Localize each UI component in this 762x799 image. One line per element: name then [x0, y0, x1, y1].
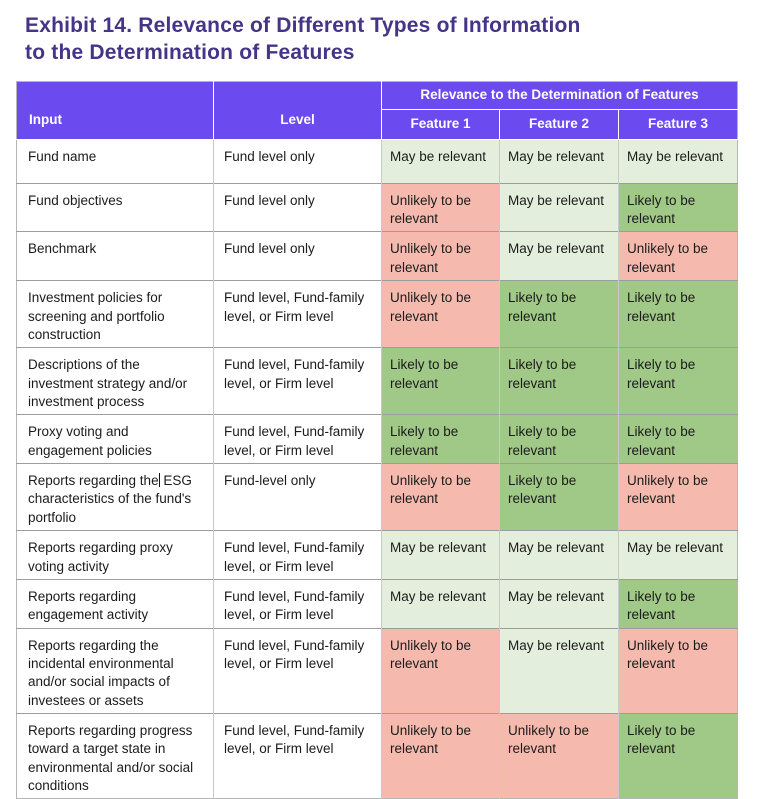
feature-2-relevance-cell: May be relevant — [499, 530, 619, 580]
feature-2-relevance-cell: Likely to be relevant — [499, 414, 619, 464]
feature-2-relevance-cell: May be relevant — [499, 182, 619, 232]
input-cell: Investment policies for screening and po… — [16, 280, 214, 348]
text-cursor — [158, 473, 160, 488]
level-cell: Fund level, Fund-family level, or Firm l… — [213, 713, 382, 799]
table-body: Fund name Fund level only May be relevant M… — [16, 138, 738, 799]
table-header: Input Level Relevance to the Determinati… — [16, 81, 738, 140]
exhibit-title-line-1: Exhibit 14. Relevance of Different Types… — [25, 14, 581, 37]
feature-3-relevance-cell: Likely to be relevant — [617, 713, 738, 799]
table-row: Reports regarding progress toward a targ… — [16, 713, 738, 799]
level-cell: Fund-level only — [213, 463, 382, 531]
input-cell: Proxy voting and engagement policies — [16, 414, 214, 464]
table-row: Reports regarding engagement activity Fun… — [16, 578, 738, 629]
feature-3-relevance-cell: May be relevant — [617, 530, 738, 580]
feature-2-relevance-cell: Unlikely to be relevant — [499, 713, 619, 799]
feature-2-relevance-cell: Likely to be relevant — [499, 463, 619, 531]
feature-3-relevance-cell: Likely to be relevant — [617, 280, 738, 348]
level-cell: Fund level only — [213, 182, 382, 232]
feature-2-relevance-cell: May be relevant — [499, 231, 619, 281]
exhibit-title-line-2: to the Determination of Features — [25, 40, 355, 64]
input-cell: Reports regarding engagement activity — [16, 578, 214, 629]
feature-1-relevance-cell: Unlikely to be relevant — [381, 627, 500, 714]
feature-1-relevance-cell: Unlikely to be relevant — [381, 463, 500, 531]
input-cell: Reports regarding the incidental environ… — [16, 627, 214, 714]
table-row: Descriptions of the investment strategy … — [16, 347, 738, 415]
column-header-feature-2: Feature 2 — [499, 108, 619, 140]
column-header-level: Level — [213, 81, 382, 140]
level-cell: Fund level, Fund-family level, or Firm l… — [213, 530, 382, 580]
feature-2-relevance-cell: May be relevant — [499, 627, 619, 714]
feature-3-relevance-cell: Unlikely to be relevant — [617, 231, 738, 281]
table-row: Fund name Fund level only May be relevant M… — [16, 138, 738, 184]
input-cell: Fund objectives — [16, 182, 214, 232]
feature-1-relevance-cell: May be relevant — [381, 530, 500, 580]
feature-1-relevance-cell: Likely to be relevant — [381, 414, 500, 464]
feature-2-relevance-cell: Likely to be relevant — [499, 280, 619, 348]
relevance-table: Input Level Relevance to the Determinati… — [16, 80, 739, 799]
table-row: Reports regarding the incidental environ… — [16, 627, 738, 714]
level-cell: Fund level only — [213, 138, 382, 184]
level-cell: Fund level, Fund-family level, or Firm l… — [213, 578, 382, 629]
feature-1-relevance-cell: Unlikely to be relevant — [381, 713, 500, 799]
document-page: Exhibit 14. Relevance of Different Types… — [0, 13, 762, 799]
feature-1-relevance-cell: Unlikely to be relevant — [381, 182, 500, 232]
feature-2-relevance-cell: May be relevant — [499, 578, 619, 629]
input-cell: Reports regarding proxy voting activity — [16, 530, 214, 580]
input-cell: Benchmark — [16, 231, 214, 281]
feature-3-relevance-cell: Unlikely to be relevant — [617, 627, 738, 714]
table-row: Reports regarding the ESG characteristic… — [16, 463, 738, 531]
table-row: Reports regarding proxy voting activity F… — [16, 530, 738, 580]
level-cell: Fund level, Fund-family level, or Firm l… — [213, 414, 382, 464]
table-row: Fund objectives Fund level only Unlikely t… — [16, 182, 738, 232]
table-row: Proxy voting and engagement policies Fund… — [16, 414, 738, 464]
feature-1-relevance-cell: May be relevant — [381, 138, 500, 184]
feature-2-relevance-cell: Likely to be relevant — [499, 347, 619, 415]
feature-3-relevance-cell: May be relevant — [617, 138, 738, 184]
feature-2-relevance-cell: May be relevant — [499, 138, 619, 184]
header-row-group: Input Level Relevance to the Determinati… — [16, 81, 738, 140]
feature-1-relevance-cell: Likely to be relevant — [381, 347, 500, 415]
feature-3-relevance-cell: Likely to be relevant — [617, 347, 738, 415]
input-cell: Reports regarding progress toward a targ… — [16, 713, 214, 799]
input-cell-text: ESG characteristics of the fund's portfo… — [28, 473, 192, 525]
column-header-feature-1: Feature 1 — [381, 108, 500, 140]
feature-3-relevance-cell: Likely to be relevant — [617, 578, 738, 629]
input-cell-text: Reports regarding the — [28, 473, 159, 489]
feature-1-relevance-cell: Unlikely to be relevant — [381, 280, 500, 348]
column-header-input: Input — [16, 81, 214, 140]
feature-3-relevance-cell: Likely to be relevant — [617, 414, 738, 464]
level-cell: Fund level, Fund-family level, or Firm l… — [213, 347, 382, 415]
level-cell: Fund level, Fund-family level, or Firm l… — [213, 627, 382, 714]
level-cell: Fund level only — [213, 231, 382, 281]
column-group-header-relevance: Relevance to the Determination of Featur… — [380, 81, 738, 110]
feature-1-relevance-cell: May be relevant — [381, 578, 500, 629]
exhibit-title: Exhibit 14. Relevance of Different Types… — [25, 13, 742, 67]
feature-3-relevance-cell: Unlikely to be relevant — [617, 463, 738, 531]
level-cell: Fund level, Fund-family level, or Firm l… — [213, 280, 382, 348]
input-cell: Descriptions of the investment strategy … — [16, 347, 214, 415]
table-row: Benchmark Fund level only Unlikely to be r… — [16, 231, 738, 281]
table-row: Investment policies for screening and po… — [16, 280, 738, 348]
column-header-feature-3: Feature 3 — [617, 108, 738, 140]
input-cell: Reports regarding the ESG characteristic… — [16, 463, 214, 531]
feature-3-relevance-cell: Likely to be relevant — [617, 182, 738, 232]
feature-1-relevance-cell: Unlikely to be relevant — [381, 231, 500, 281]
input-cell: Fund name — [16, 138, 214, 184]
